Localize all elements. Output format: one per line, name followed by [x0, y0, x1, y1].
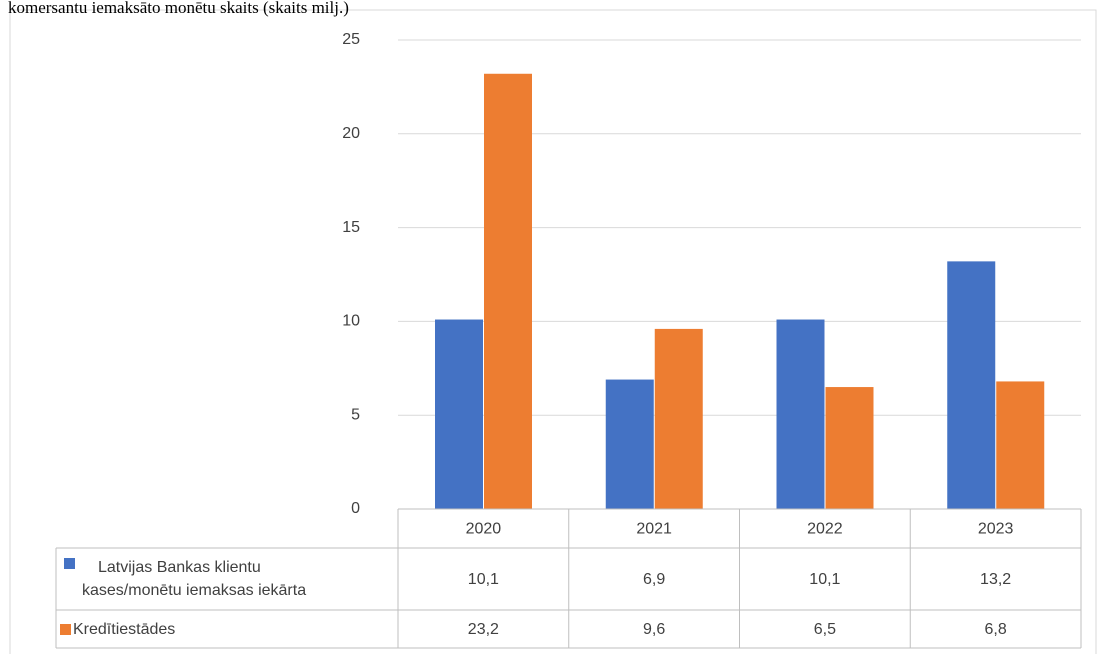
chart-title: komersantu iemaksāto monētu skaits (skai… [8, 0, 349, 17]
bar [484, 73, 532, 509]
bar [776, 319, 825, 509]
table-value: 9,6 [643, 621, 665, 638]
legend-swatch [60, 624, 71, 635]
x-tick-label: 2021 [636, 521, 672, 538]
x-tick-label: 2022 [807, 521, 843, 538]
table-value: 6,9 [643, 571, 665, 588]
table-value: 10,1 [468, 571, 499, 588]
y-tick-label: 25 [342, 31, 360, 48]
table-value: 6,8 [985, 621, 1007, 638]
legend-label: Latvijas Bankas klientu kases/monētu iema… [82, 559, 306, 599]
table-value: 6,5 [814, 621, 836, 638]
bar [654, 328, 703, 509]
legend-swatch [64, 558, 75, 569]
bar [996, 381, 1045, 509]
bar [605, 379, 654, 509]
bar [947, 261, 996, 509]
bar [825, 387, 874, 509]
table-value: 13,2 [980, 571, 1011, 588]
legend-line: kases/monētu iemaksas iekārta [82, 582, 306, 599]
x-tick-label: 2023 [978, 521, 1014, 538]
y-tick-label: 5 [351, 406, 360, 423]
y-tick-label: 15 [342, 219, 360, 236]
y-tick-label: 20 [342, 125, 360, 142]
legend-label: Kredītiestādes [73, 621, 175, 638]
table-value: 10,1 [809, 571, 840, 588]
y-tick-label: 0 [351, 500, 360, 517]
table-value: 23,2 [468, 621, 499, 638]
bar [435, 319, 483, 509]
legend-line: Latvijas Bankas klientu [98, 559, 261, 576]
x-tick-label: 2020 [466, 521, 502, 538]
chart-frame [9, 9, 1097, 654]
y-tick-label: 10 [342, 313, 360, 330]
